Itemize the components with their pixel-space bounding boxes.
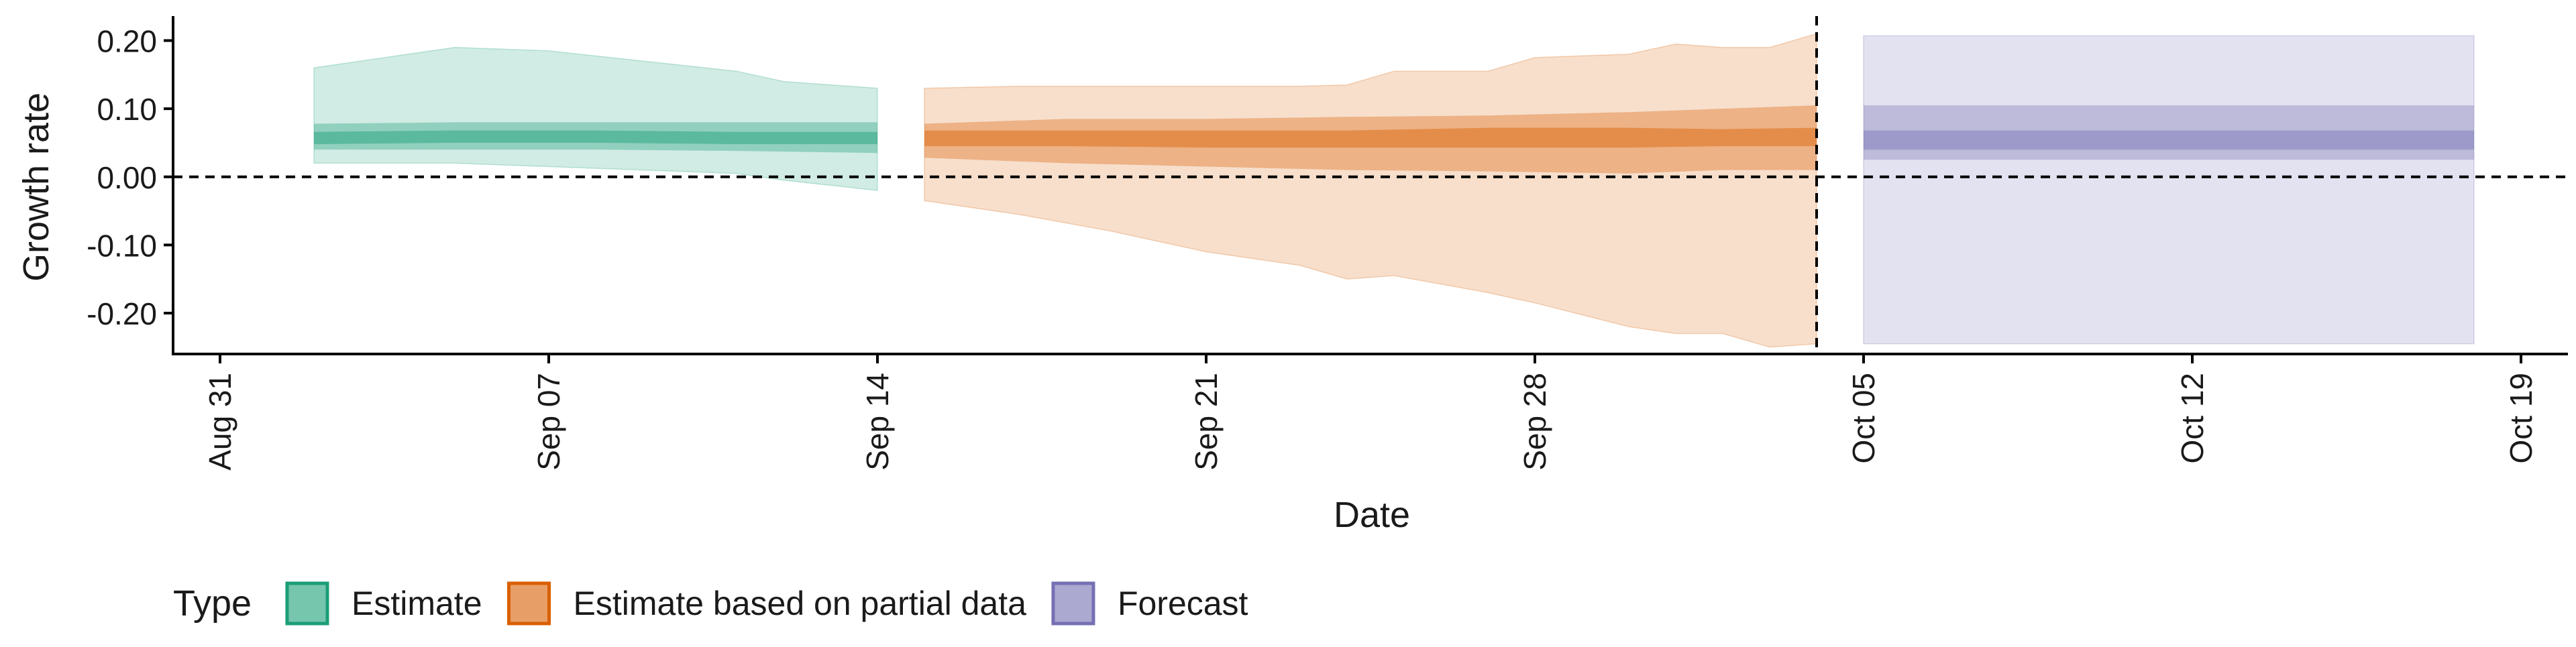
legend-item-estimate-based-on-partial-data: Estimate based on partial data xyxy=(507,581,1027,626)
legend-label: Estimate based on partial data xyxy=(574,585,1027,622)
legend-title: Type xyxy=(173,583,252,624)
x-tick-label: Oct 05 xyxy=(1846,373,1881,464)
legend: Type Estimate Estimate based on partial d… xyxy=(173,581,1248,626)
y-tick-label: -0.20 xyxy=(87,296,157,331)
series-forecast xyxy=(1863,35,2475,345)
y-tick-label: 0.10 xyxy=(97,92,157,127)
x-tick-label: Sep 28 xyxy=(1517,373,1552,471)
reference-lines xyxy=(173,16,2568,354)
band-estimate-based-on-partial-data-middle xyxy=(924,105,1817,174)
x-tick-label: Sep 14 xyxy=(860,373,895,471)
series-estimate xyxy=(313,46,878,191)
x-tick-label: Aug 31 xyxy=(203,373,237,471)
band-estimate-outer xyxy=(313,46,878,191)
x-axis-title: Date xyxy=(1334,495,1410,535)
legend-swatch xyxy=(507,581,551,626)
y-tick-label: 0.00 xyxy=(97,160,157,195)
legend-label: Estimate xyxy=(352,585,482,622)
legend-item-forecast: Forecast xyxy=(1051,581,1248,626)
bands-layer xyxy=(313,33,2475,348)
band-estimate-middle xyxy=(314,122,877,154)
x-tick-label: Oct 19 xyxy=(2504,373,2538,464)
x-tick-label: Oct 12 xyxy=(2175,373,2210,464)
legend-label: Forecast xyxy=(1118,585,1248,622)
y-tick-label: -0.10 xyxy=(87,228,157,263)
y-tick-label: 0.20 xyxy=(97,23,157,58)
band-estimate-inner xyxy=(314,130,877,144)
band-estimate-based-on-partial-data-inner xyxy=(924,127,1817,148)
series-estimate-based-on-partial-data xyxy=(924,33,1817,348)
legend-swatch xyxy=(1051,581,1095,626)
axes: -0.20 -0.10 0.00 0.10 0.20 Aug 31 Sep 07 Sep 1… xyxy=(16,16,2568,535)
y-ticks: -0.20 -0.10 0.00 0.10 0.20 xyxy=(87,23,173,331)
x-tick-label: Sep 21 xyxy=(1189,373,1224,471)
legend-swatch xyxy=(285,581,329,626)
legend-item-estimate: Estimate xyxy=(285,581,482,626)
band-forecast-outer xyxy=(1863,35,2475,345)
y-axis-title: Growth rate xyxy=(16,93,56,282)
x-tick-label: Sep 07 xyxy=(531,373,566,471)
band-estimate-based-on-partial-data-outer xyxy=(924,33,1817,348)
band-forecast-inner xyxy=(1864,130,2474,150)
x-ticks: Aug 31 Sep 07 Sep 14 Sep 21 Sep 28 Oct 05 Oct … xyxy=(203,354,2538,471)
band-forecast-middle xyxy=(1864,105,2474,160)
